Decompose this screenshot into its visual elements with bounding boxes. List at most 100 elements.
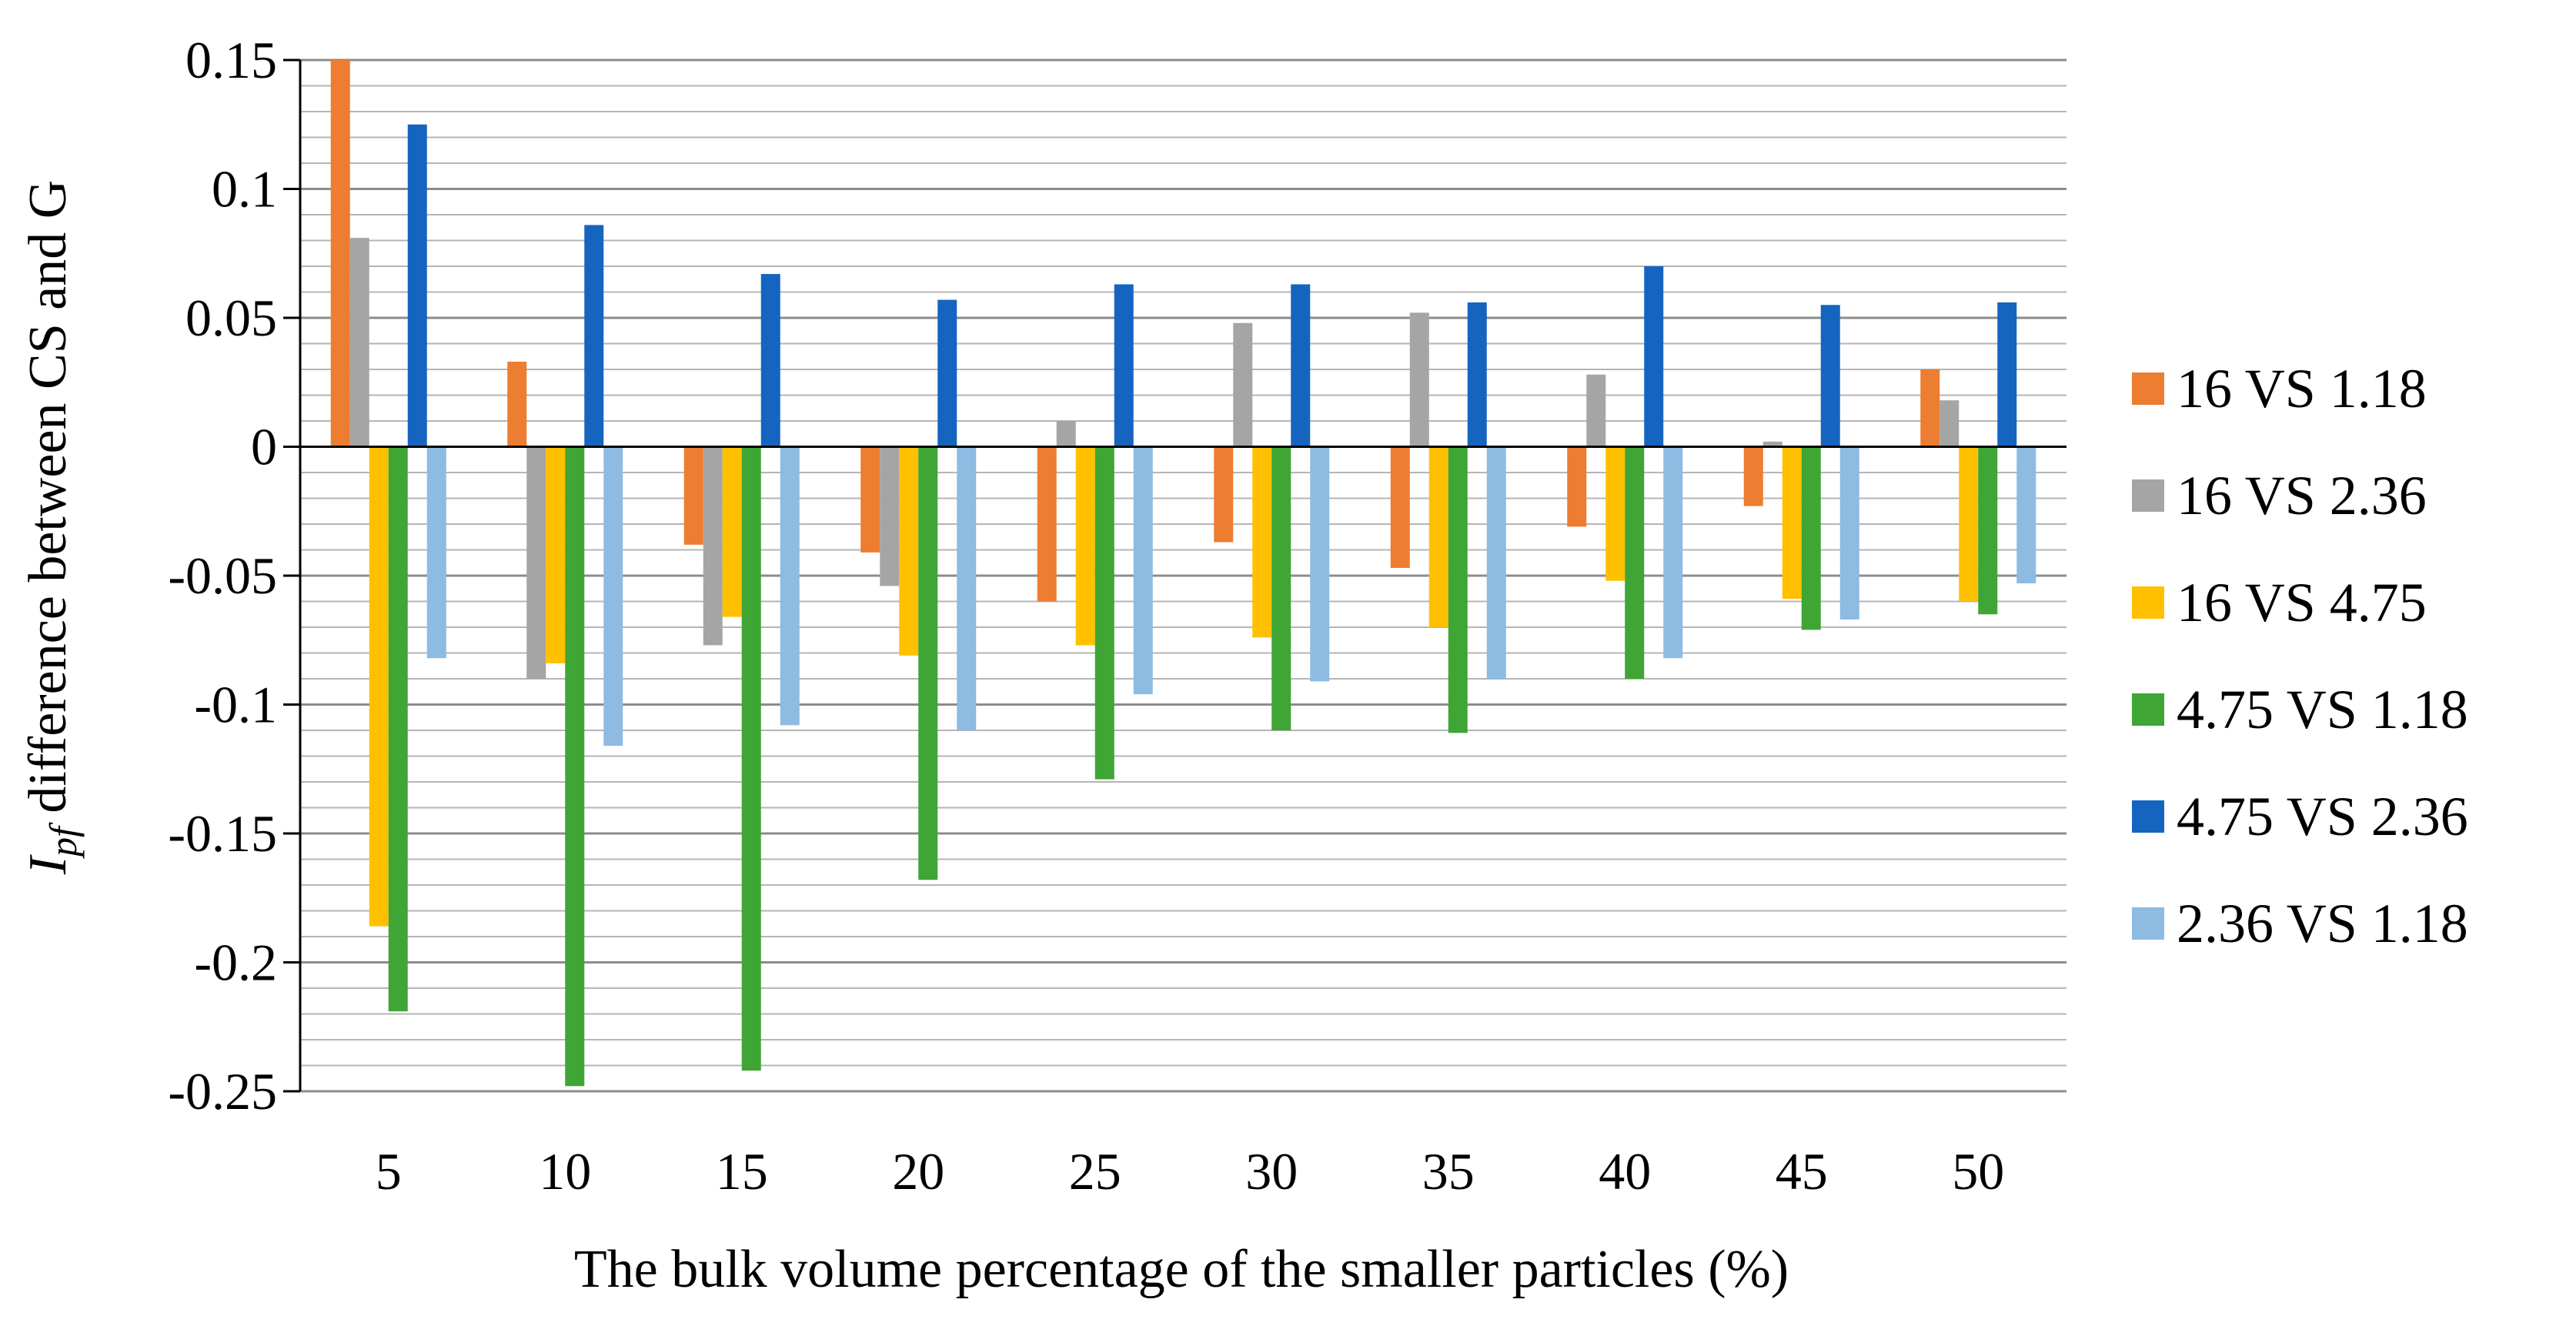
bar-4-75-vs-2-36-cat-5 [407,124,427,447]
x-tick-label: 45 [1776,1142,1828,1201]
bar-16-vs-1-18-cat-10 [507,361,527,447]
axes [283,58,2066,1093]
bar-16-vs-4-75-cat-50 [1959,446,1979,602]
bar-16-vs-4-75-cat-35 [1428,446,1448,627]
bar-16-vs-2-36-cat-5 [349,238,369,447]
legend-swatch [2132,800,2164,833]
bar-4-75-vs-1-18-cat-5 [388,446,408,1012]
legend-label: 4.75 VS 1.18 [2177,679,2468,740]
bar-16-vs-2-36-cat-30 [1233,322,1253,447]
bar-16-vs-4-75-cat-30 [1252,446,1272,638]
bar-4-75-vs-2-36-cat-40 [1644,266,1664,447]
bar-16-vs-4-75-cat-15 [722,446,742,617]
bar-4-75-vs-2-36-cat-25 [1114,284,1134,447]
legend-swatch [2132,693,2164,726]
bar-16-vs-2-36-cat-40 [1586,374,1606,447]
x-tick-label: 5 [376,1142,402,1201]
bar-4-75-vs-1-18-cat-15 [741,446,761,1071]
legend-swatch [2132,479,2164,512]
legend-label: 16 VS 4.75 [2177,572,2427,633]
bar-4-75-vs-1-18-cat-35 [1448,446,1468,733]
legend-swatch [2132,907,2164,940]
bar-2-36-vs-1-18-cat-15 [780,446,800,726]
y-tick-label: -0.25 [168,1062,277,1121]
bar-16-vs-2-36-cat-25 [1056,421,1076,447]
y-tick-label: -0.05 [168,546,277,605]
bar-16-vs-2-36-cat-15 [703,446,723,646]
bar-16-vs-4-75-cat-25 [1075,446,1095,646]
grid-lines [300,58,2066,1093]
bar-4-75-vs-2-36-cat-35 [1467,302,1487,447]
legend-swatch [2132,586,2164,619]
bar-2-36-vs-1-18-cat-10 [603,446,623,747]
bar-4-75-vs-1-18-cat-45 [1801,446,1821,630]
bar-4-75-vs-2-36-cat-15 [760,274,780,447]
x-tick-label: 30 [1245,1142,1298,1201]
bar-16-vs-4-75-cat-20 [899,446,919,656]
bar-4-75-vs-1-18-cat-30 [1271,446,1291,730]
bar-2-36-vs-1-18-cat-45 [1839,446,1859,620]
x-axis-title: The bulk volume percentage of the smalle… [574,1240,1789,1299]
x-tick-label: 35 [1422,1142,1475,1201]
bar-16-vs-1-18-cat-15 [683,446,703,545]
x-tick-label: 15 [716,1142,768,1201]
bar-4-75-vs-1-18-cat-20 [918,446,938,880]
y-axis-title-rest: difference between CS and G [18,180,78,827]
bar-16-vs-2-36-cat-20 [880,446,900,586]
bar-2-36-vs-1-18-cat-35 [1486,446,1506,679]
y-tick-label: 0.15 [185,31,277,89]
legend-label: 16 VS 1.18 [2177,358,2427,419]
bar-16-vs-4-75-cat-40 [1605,446,1625,581]
y-axis-subscript: pf [42,822,85,859]
y-axis-symbol: I [18,853,78,875]
legend: 16 VS 1.18 16 VS 2.36 16 VS 4.75 4.75 VS 1.… [2132,358,2468,954]
bar-16-vs-2-36-cat-35 [1409,312,1429,447]
bar-16-vs-1-18-cat-35 [1390,446,1410,568]
legend-label: 16 VS 2.36 [2177,465,2427,526]
y-tick-label: 0.1 [212,160,277,219]
y-tick-label: -0.1 [194,676,277,734]
bar-4-75-vs-1-18-cat-10 [565,446,585,1087]
bar-2-36-vs-1-18-cat-50 [2016,446,2036,584]
bar-16-vs-1-18-cat-20 [860,446,880,553]
bar-2-36-vs-1-18-cat-30 [1310,446,1330,682]
bar-16-vs-2-36-cat-10 [526,446,546,679]
legend-label: 2.36 VS 1.18 [2177,893,2468,954]
x-tick-label: 10 [539,1142,591,1201]
bar-16-vs-1-18-cat-40 [1567,446,1587,527]
bar-2-36-vs-1-18-cat-20 [957,446,977,730]
bar-4-75-vs-1-18-cat-25 [1094,446,1114,780]
bar-16-vs-1-18-cat-45 [1743,446,1763,506]
bar-16-vs-1-18-cat-50 [1920,369,1940,447]
bar-4-75-vs-2-36-cat-30 [1291,284,1311,447]
bar-marks [330,60,2036,1087]
bar-16-vs-1-18-cat-5 [330,60,350,447]
x-tick-label: 50 [1952,1142,2004,1201]
bar-16-vs-4-75-cat-5 [369,446,389,927]
y-tick-label: -0.15 [168,804,277,863]
bar-4-75-vs-2-36-cat-10 [584,225,604,447]
bar-2-36-vs-1-18-cat-40 [1663,446,1683,659]
legend-swatch [2132,372,2164,405]
bar-2-36-vs-1-18-cat-5 [426,446,446,659]
bar-4-75-vs-1-18-cat-40 [1625,446,1645,679]
bar-4-75-vs-2-36-cat-20 [937,299,957,447]
bar-16-vs-2-36-cat-50 [1940,400,1960,447]
bar-16-vs-1-18-cat-30 [1214,446,1234,543]
x-tick-label: 20 [892,1142,944,1201]
bar-16-vs-4-75-cat-10 [546,446,566,663]
legend-label: 4.75 VS 2.36 [2177,786,2468,847]
x-tick-label: 40 [1599,1142,1651,1201]
bar-4-75-vs-2-36-cat-45 [1820,305,1840,447]
bar-4-75-vs-1-18-cat-50 [1978,446,1998,615]
bar-2-36-vs-1-18-cat-25 [1133,446,1153,695]
y-tick-label: 0.05 [185,289,277,347]
bar-16-vs-4-75-cat-45 [1782,446,1802,600]
bar-16-vs-2-36-cat-45 [1762,441,1782,447]
y-axis-title: Ipf difference between CS and G [18,180,85,876]
bar-4-75-vs-2-36-cat-50 [1997,302,2017,447]
y-tick-labels: 0.15 0.1 0.05 0 -0.05 -0.1 -0.15 -0.2 -0.25 [168,31,277,1121]
y-tick-label: -0.2 [194,934,277,992]
